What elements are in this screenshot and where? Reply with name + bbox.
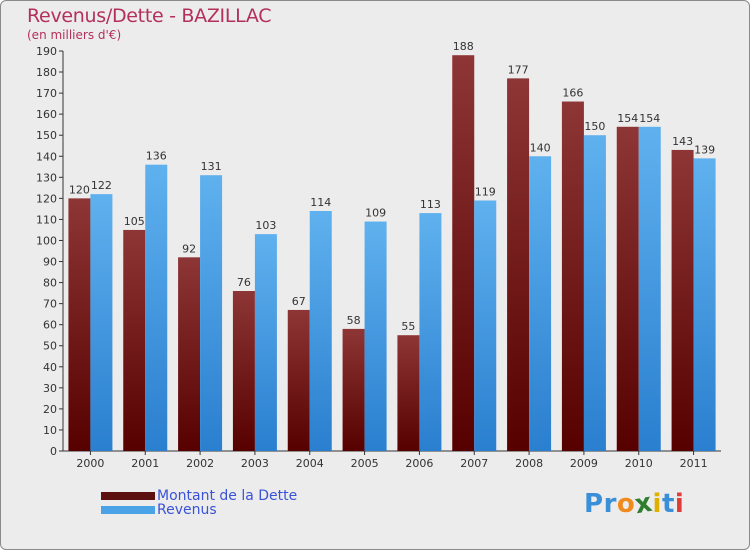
legend-item-debt: Montant de la Dette: [101, 488, 297, 504]
data-label-revenue: 122: [91, 179, 112, 192]
data-label-debt: 105: [124, 215, 145, 228]
bar-debt: [232, 291, 255, 451]
logo-letter: o: [616, 489, 636, 519]
bar-revenue: [364, 221, 387, 451]
data-label-debt: 58: [347, 314, 361, 327]
logo-letter: i: [674, 489, 685, 519]
y-tick-label: 180: [36, 66, 57, 79]
data-label-debt: 92: [182, 242, 196, 255]
data-label-debt: 166: [562, 87, 583, 100]
legend-item-revenue: Revenus: [101, 502, 217, 518]
y-tick-label: 80: [43, 277, 57, 290]
bar-debt: [123, 229, 146, 451]
data-label-revenue: 103: [255, 219, 276, 232]
legend-swatch-debt: [101, 492, 155, 500]
y-tick-label: 170: [36, 87, 57, 100]
y-tick-label: 20: [43, 403, 57, 416]
bar-revenue: [309, 211, 332, 451]
bar-revenue: [638, 126, 661, 451]
data-label-debt: 55: [401, 320, 415, 333]
bar-revenue: [200, 175, 223, 452]
bar-debt: [616, 126, 639, 451]
data-label-revenue: 113: [420, 198, 441, 211]
bar-debt: [507, 78, 530, 452]
data-label-debt: 188: [453, 40, 474, 53]
chart-subtitle: (en milliers d'€): [27, 28, 122, 42]
y-tick-label: 100: [36, 234, 57, 247]
data-label-debt: 76: [237, 276, 251, 289]
y-tick-label: 40: [43, 361, 57, 374]
y-tick-label: 110: [36, 213, 57, 226]
data-label-revenue: 140: [530, 141, 551, 154]
proxiti-logo: Proxiti: [584, 488, 685, 521]
data-label-revenue: 119: [475, 185, 496, 198]
data-label-revenue: 139: [694, 143, 715, 156]
y-tick-label: 0: [50, 445, 57, 458]
legend-label-revenue: Revenus: [157, 502, 217, 518]
data-label-debt: 154: [617, 112, 638, 125]
bar-revenue: [693, 158, 716, 452]
y-tick-label: 160: [36, 108, 57, 121]
data-label-revenue: 150: [584, 120, 605, 133]
bar-revenue: [474, 200, 497, 451]
x-tick-label: 2002: [186, 457, 214, 470]
y-tick-label: 50: [43, 340, 57, 353]
data-label-debt: 120: [69, 183, 90, 196]
bar-debt: [671, 149, 694, 451]
y-tick-label: 30: [43, 382, 57, 395]
x-tick-label: 2005: [351, 457, 379, 470]
x-tick-label: 2008: [515, 457, 543, 470]
y-tick-label: 90: [43, 256, 57, 269]
y-tick-label: 140: [36, 150, 57, 163]
x-tick-label: 2004: [296, 457, 324, 470]
bar-debt: [68, 198, 91, 451]
bar-debt: [397, 335, 420, 451]
chart-title: Revenus/Dette - BAZILLAC: [27, 5, 272, 27]
bar-revenue: [419, 213, 442, 451]
x-tick-label: 2009: [570, 457, 598, 470]
data-label-revenue: 136: [146, 150, 167, 163]
legend-swatch-revenue: [101, 506, 155, 514]
plot-area: [63, 51, 721, 451]
data-label-debt: 67: [292, 295, 306, 308]
x-tick-label: 2010: [625, 457, 653, 470]
y-tick-label: 10: [43, 424, 57, 437]
y-tick-label: 70: [43, 298, 57, 311]
data-label-debt: 177: [508, 63, 529, 76]
data-label-revenue: 131: [201, 160, 222, 173]
x-tick-label: 2007: [460, 457, 488, 470]
data-label-revenue: 114: [310, 196, 331, 209]
data-label-debt: 143: [672, 135, 693, 148]
bar-revenue: [145, 164, 168, 451]
x-tick-label: 2011: [680, 457, 708, 470]
bar-revenue: [583, 135, 606, 452]
y-tick-label: 120: [36, 192, 57, 205]
y-tick-label: 60: [43, 319, 57, 332]
data-label-revenue: 154: [639, 112, 660, 125]
bar-revenue: [529, 156, 552, 451]
logo-letter: r: [603, 489, 617, 519]
x-tick-label: 2001: [131, 457, 159, 470]
x-tick-label: 2000: [76, 457, 104, 470]
bar-revenue: [254, 234, 277, 451]
data-label-revenue: 109: [365, 207, 386, 220]
bar-debt: [287, 309, 310, 451]
bar-revenue: [90, 194, 113, 451]
y-tick-label: 190: [36, 45, 57, 58]
bar-debt: [452, 55, 475, 452]
logo-letter: P: [584, 489, 604, 519]
logo-letter: t: [661, 489, 675, 519]
x-tick-label: 2003: [241, 457, 269, 470]
x-tick-label: 2006: [405, 457, 433, 470]
bar-debt: [178, 257, 201, 451]
bar-debt: [561, 101, 584, 452]
y-tick-label: 130: [36, 171, 57, 184]
bar-debt: [342, 328, 365, 451]
legend-label-debt: Montant de la Dette: [157, 488, 298, 504]
y-tick-label: 150: [36, 129, 57, 142]
logo-letter: i: [652, 489, 662, 519]
